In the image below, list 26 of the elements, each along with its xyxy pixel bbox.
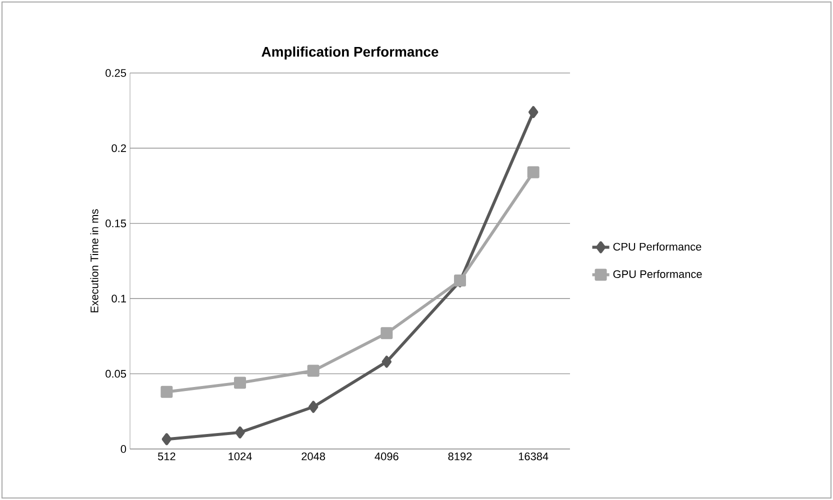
y-tick-label: 0.15 xyxy=(106,220,126,228)
point xyxy=(308,400,318,413)
legend-label: CPU Performance xyxy=(613,242,702,251)
point xyxy=(380,327,393,340)
y-tick-label: 0.25 xyxy=(106,69,126,77)
chart-title: Amplification Performance xyxy=(262,46,438,60)
x-tick-label: 4096 xyxy=(374,452,398,460)
x-tick-label: 1024 xyxy=(228,452,252,460)
point xyxy=(382,356,392,368)
y-tick-label: 0.2 xyxy=(112,144,126,152)
x-tick-label: 16384 xyxy=(518,452,548,460)
y-tick-label: 0 xyxy=(120,445,126,453)
point xyxy=(235,426,245,438)
x-tick-label: 512 xyxy=(158,452,176,460)
point xyxy=(234,376,246,389)
legend-label: GPU Performance xyxy=(613,270,702,278)
y-axis-title: Execution Time in ms xyxy=(90,209,98,312)
y-tick-label: 0.05 xyxy=(106,370,126,378)
point xyxy=(527,166,540,178)
point xyxy=(307,364,320,377)
point xyxy=(162,433,172,446)
point xyxy=(160,386,173,398)
x-tick-label: 2048 xyxy=(302,452,326,460)
x-tick-label: 8192 xyxy=(448,452,472,460)
y-tick-label: 0.1 xyxy=(112,294,126,302)
point xyxy=(528,106,538,118)
